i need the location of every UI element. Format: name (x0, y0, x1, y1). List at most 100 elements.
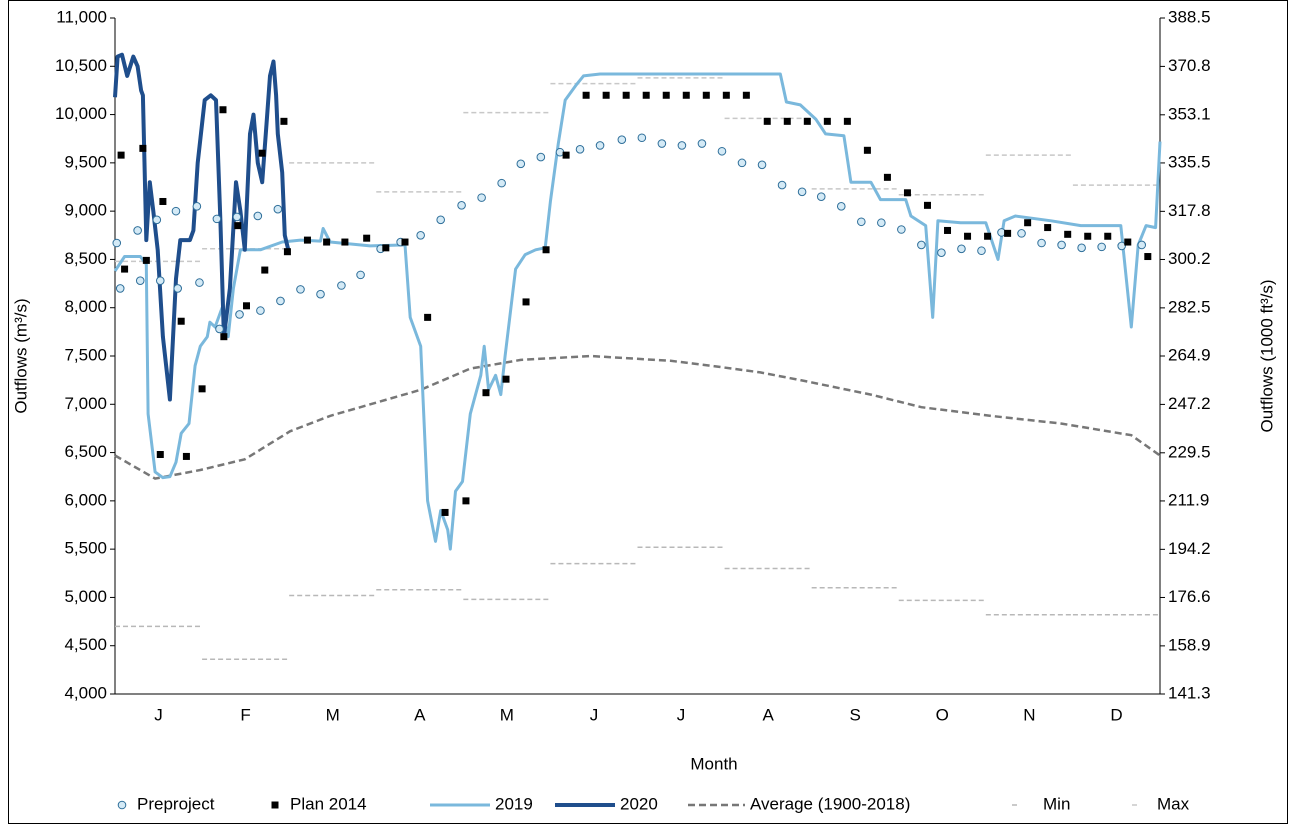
plan-point (662, 91, 670, 99)
plan-point (562, 151, 570, 159)
plan-point (424, 313, 432, 321)
legend-marker (271, 801, 279, 809)
preproject-point (777, 180, 787, 190)
plan-point (542, 246, 550, 254)
y-tick-label: 7,500 (64, 345, 107, 364)
preproject-point (595, 141, 605, 150)
plan-point (702, 91, 710, 99)
preproject-point (416, 230, 425, 240)
x-tick-label: S (850, 705, 861, 724)
y2-tick-label: 247.2 (1168, 394, 1211, 413)
plan-point (642, 91, 650, 99)
y2-tick-label: 264.9 (1168, 345, 1211, 364)
preproject-point (273, 204, 283, 214)
plan-point (283, 248, 291, 256)
plan-point (242, 302, 250, 310)
preproject-point (737, 158, 747, 168)
preproject-point (917, 240, 926, 250)
plan-point (903, 189, 911, 197)
plan-point (1064, 230, 1072, 238)
x-tick-label: M (500, 705, 514, 724)
preproject-point (977, 246, 986, 256)
preproject-point (1057, 240, 1066, 250)
y-tick-label: 10,500 (55, 56, 107, 75)
x-tick-label: A (762, 705, 774, 724)
y2-tick-label: 229.5 (1168, 442, 1211, 461)
legend-marker (117, 800, 127, 810)
y-tick-label: 5,000 (64, 587, 107, 606)
preproject-point (957, 244, 966, 254)
x-tick-label: J (154, 705, 163, 724)
preproject-point (133, 226, 142, 235)
plan-point (1084, 232, 1092, 240)
y2-tick-label: 317.8 (1168, 201, 1211, 220)
series-line (114, 354, 1161, 480)
plan-point (363, 234, 371, 242)
plan-point (502, 375, 510, 383)
preproject-point (575, 145, 585, 154)
plan-point (803, 117, 811, 125)
plan-point (234, 222, 242, 230)
preproject-point (253, 211, 263, 221)
plan-point (182, 452, 190, 460)
legend-label: Average (1900-2018) (750, 794, 910, 813)
preproject-point (516, 159, 526, 169)
plan-point (602, 91, 610, 99)
plan-point (323, 238, 331, 246)
legend-label: 2019 (495, 794, 533, 813)
plan-point (1124, 238, 1132, 246)
y2-tick-label: 176.6 (1168, 587, 1211, 606)
preproject-point (536, 152, 546, 162)
x-tick-label: J (677, 705, 686, 724)
preproject-point (212, 214, 222, 224)
y-tick-label: 9,500 (64, 152, 107, 171)
preproject-point (256, 306, 265, 315)
preproject-point (155, 276, 165, 285)
preproject-point (135, 276, 145, 285)
x-tick-label: J (590, 705, 599, 724)
series-line (113, 72, 1162, 551)
preproject-point (937, 248, 946, 257)
preproject-point (1137, 240, 1147, 250)
plan-point (159, 197, 167, 205)
preproject-point (857, 217, 866, 227)
y2-tick-label: 282.5 (1168, 297, 1211, 316)
x-tick-label: M (326, 705, 340, 724)
plan-point (121, 265, 129, 273)
y-tick-label: 5,500 (64, 539, 107, 558)
plan-point (522, 298, 530, 306)
preproject-point (1037, 238, 1046, 248)
plan-point (261, 266, 269, 274)
y2-tick-label: 335.5 (1168, 152, 1211, 171)
plan-point (1144, 253, 1152, 261)
plan-point (823, 117, 831, 125)
plan-point (198, 385, 206, 393)
y2-tick-label: 194.2 (1168, 539, 1211, 558)
preproject-point (797, 187, 807, 197)
y2-axis-title: Outflows (1000 ft³/s) (1257, 279, 1276, 432)
plan-point (341, 238, 349, 246)
plan-point (682, 91, 690, 99)
preproject-point (897, 225, 906, 234)
preproject-point (195, 278, 204, 287)
y-tick-label: 8,000 (64, 297, 107, 316)
plan-point (401, 238, 409, 246)
series-line (113, 52, 291, 402)
plan-point (883, 173, 891, 181)
preproject-point (836, 202, 846, 211)
preproject-point (296, 285, 305, 294)
y-tick-label: 9,000 (64, 201, 107, 220)
plan-point (582, 91, 590, 99)
preproject-point (215, 324, 224, 334)
preproject-point (617, 135, 627, 144)
plan-point (984, 232, 992, 240)
y2-tick-label: 370.8 (1168, 56, 1211, 75)
plan-point (258, 149, 266, 157)
x-tick-label: D (1110, 705, 1122, 724)
legend-label: 2020 (620, 794, 658, 813)
preproject-point (337, 281, 346, 290)
plan-point (722, 91, 730, 99)
y2-tick-label: 211.9 (1168, 490, 1209, 509)
preproject-point (356, 270, 365, 280)
